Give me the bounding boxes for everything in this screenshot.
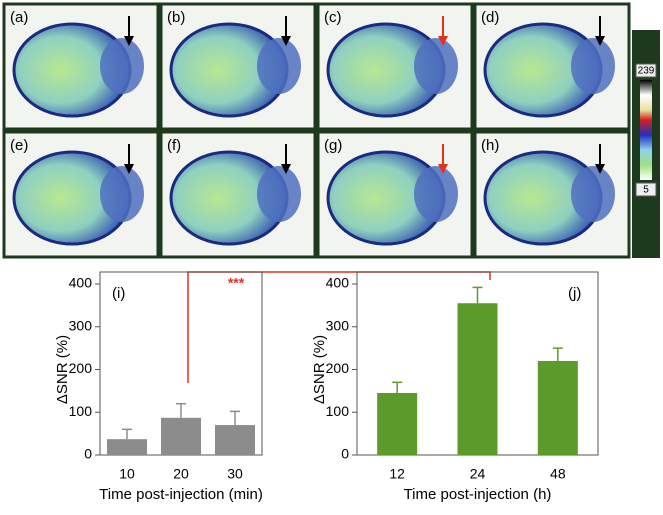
arrow-head: [124, 36, 134, 46]
colorbar-box: [635, 63, 657, 78]
panel-label: (b): [167, 9, 185, 26]
arrow-head: [438, 36, 448, 46]
tumor: [257, 38, 301, 94]
panel-label: (d): [481, 9, 499, 26]
tumor: [100, 166, 144, 222]
panel-label: (j): [568, 285, 581, 302]
panel-label: (i): [112, 285, 125, 302]
tumor: [571, 166, 615, 222]
y-tick-label: 200: [69, 360, 93, 376]
arrow-head: [281, 36, 291, 46]
x-tick-label: 30: [227, 466, 243, 482]
x-axis-label: Time post-injection (min): [99, 486, 263, 503]
x-tick-label: 20: [173, 466, 189, 482]
arrow-head: [595, 164, 605, 174]
y-tick-label: 200: [326, 360, 350, 376]
x-tick-label: 10: [119, 466, 135, 482]
arrow-head: [595, 36, 605, 46]
tumor: [100, 38, 144, 94]
bar: [107, 439, 147, 455]
panel-label: (h): [481, 137, 499, 154]
bar: [377, 393, 418, 455]
image-panels: (a) (b) (c) (d) (e) (f) (g) (h): [2, 2, 631, 259]
arrow-head: [281, 164, 291, 174]
panel-label: (c): [324, 9, 342, 26]
panel-label: (g): [324, 137, 342, 154]
y-tick-label: 300: [69, 317, 93, 333]
colorbar-min: 5: [643, 185, 649, 196]
arrow-head: [438, 164, 448, 174]
x-tick-label: 48: [550, 466, 566, 482]
tumor: [414, 166, 458, 222]
y-tick-label: 0: [84, 446, 92, 462]
colorbar-max: 239: [638, 66, 655, 77]
bar: [537, 360, 578, 455]
panel-label: (f): [167, 137, 181, 154]
bar: [457, 303, 498, 455]
y-tick-label: 0: [341, 446, 349, 462]
panel-label: (e): [10, 137, 28, 154]
tumor: [571, 38, 615, 94]
tumor: [414, 38, 458, 94]
significance-bracket: [187, 271, 491, 383]
bar: [161, 417, 201, 455]
x-tick-label: 24: [470, 466, 486, 482]
bar: [215, 425, 255, 455]
tumor: [257, 166, 301, 222]
y-axis-label: ΔSNR (%): [54, 335, 71, 404]
y-tick-label: 100: [69, 403, 93, 419]
y-tick-label: 400: [326, 275, 350, 291]
y-tick-label: 400: [69, 275, 93, 291]
colorbar: [640, 80, 652, 180]
x-axis-label: Time post-injection (h): [404, 486, 552, 503]
panel-label: (a): [10, 9, 28, 26]
y-tick-label: 100: [326, 403, 350, 419]
significance-label: ***: [228, 275, 245, 291]
y-tick-label: 300: [326, 317, 350, 333]
x-tick-label: 12: [389, 466, 405, 482]
colorbar-box: [635, 182, 657, 197]
y-axis-label: ΔSNR (%): [311, 335, 328, 404]
arrow-head: [124, 164, 134, 174]
